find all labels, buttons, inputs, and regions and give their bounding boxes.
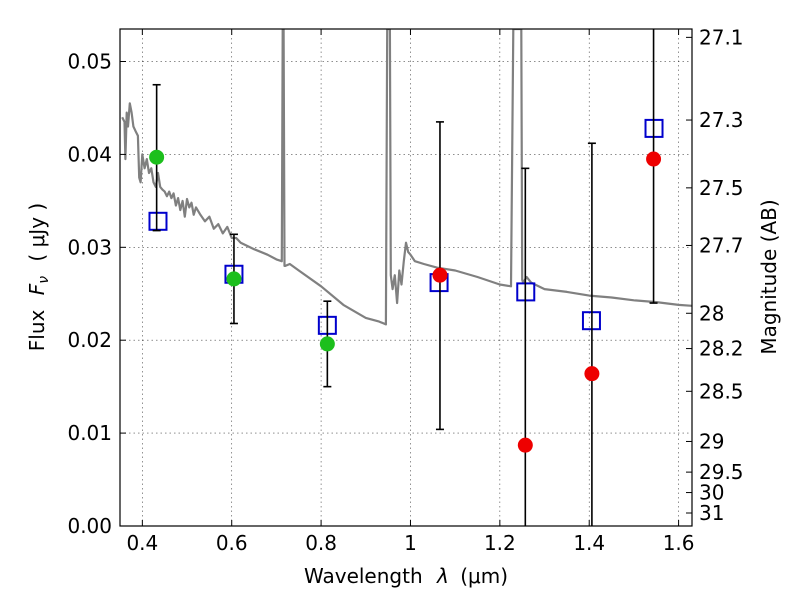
y-tick-label: 0.00	[67, 514, 112, 538]
x-axis-title: Wavelength λ (μm)	[304, 564, 508, 588]
y2-tick-label: 27.1	[699, 25, 744, 49]
y-tick-label: 0.03	[67, 235, 112, 259]
x-axis-title-symbol: λ	[436, 564, 449, 588]
observed-flux-point	[432, 267, 448, 283]
observed-flux-point	[646, 151, 662, 167]
y-tick-label: 0.01	[67, 421, 112, 445]
y2-tick-label: 28	[699, 301, 724, 325]
observed-flux-point	[517, 437, 533, 453]
observed-flux-point	[226, 271, 242, 287]
observed-flux-point	[149, 149, 165, 165]
x-axis-title-unit: (μm)	[460, 564, 508, 588]
y-axis-title: Flux Fν ( μJy )	[25, 203, 53, 351]
y2-tick-label: 30	[699, 481, 724, 505]
y2-tick-label: 28.5	[699, 379, 744, 403]
ticks: 0.4 0.6 0.8 1 1.2 1.4 1.6 0.00 0.01 0.02 0.03 0.04 0…	[67, 25, 743, 555]
y-axis-title-word: Flux	[25, 309, 49, 351]
y2-axis-title: Magnitude (AB)	[757, 199, 781, 354]
y-tick-label: 0.04	[67, 142, 112, 166]
x-tick-label: 1.2	[484, 531, 516, 555]
x-tick-label: 0.6	[216, 531, 248, 555]
y-tick-label: 0.05	[67, 50, 112, 74]
y-axis-title-unit: ( μJy )	[25, 203, 49, 262]
plot-background	[120, 29, 692, 526]
y2-tick-label: 29.5	[699, 460, 744, 484]
y2-tick-label: 29	[699, 429, 724, 453]
y2-tick-label: 27.7	[699, 233, 744, 257]
y2-tick-label: 31	[699, 501, 724, 525]
x-tick-label: 1	[404, 531, 417, 555]
model-spectrum-line	[121, 29, 692, 326]
x-tick-label: 0.4	[126, 531, 158, 555]
x-tick-label: 1.4	[573, 531, 605, 555]
observed-flux-point	[319, 336, 335, 352]
plot-frame	[119, 28, 693, 527]
errorbar-layer	[149, 29, 662, 526]
y2-tick-label: 28.2	[699, 337, 744, 361]
y-tick-label: 0.02	[67, 328, 112, 352]
x-tick-label: 1.6	[663, 531, 695, 555]
x-axis-title-word: Wavelength	[304, 564, 423, 588]
y2-tick-label: 27.5	[699, 176, 744, 200]
y-axis-title-subscript: ν	[36, 276, 52, 284]
grid	[120, 29, 692, 527]
x-tick-label: 0.8	[305, 531, 337, 555]
y-axis-title-symbol: F	[25, 283, 49, 295]
y2-tick-label: 27.3	[699, 108, 744, 132]
observed-flux-point	[584, 366, 600, 382]
